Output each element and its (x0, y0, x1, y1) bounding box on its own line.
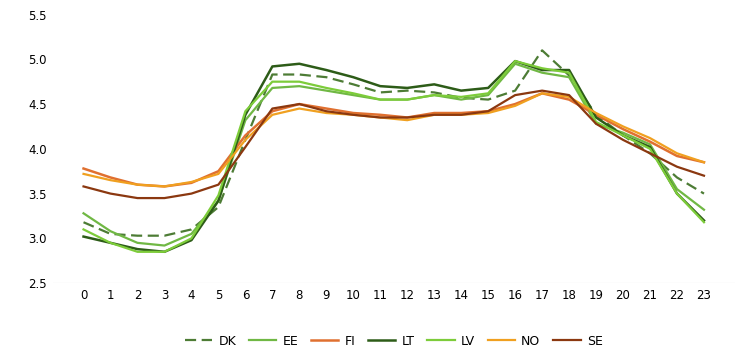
Legend: DK, EE, FI, LT, LV, NO, SE: DK, EE, FI, LT, LV, NO, SE (180, 330, 608, 353)
